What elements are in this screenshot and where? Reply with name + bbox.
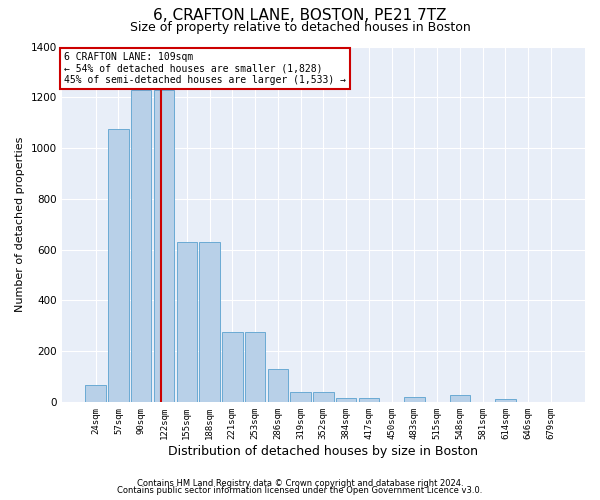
Text: Size of property relative to detached houses in Boston: Size of property relative to detached ho… — [130, 21, 470, 34]
Bar — [108, 129, 129, 402]
Bar — [222, 332, 242, 402]
Y-axis label: Number of detached properties: Number of detached properties — [15, 136, 25, 312]
Bar — [404, 397, 425, 402]
Bar — [336, 398, 356, 402]
Bar — [199, 242, 220, 402]
Bar — [154, 90, 174, 402]
Bar — [359, 398, 379, 402]
Bar — [313, 392, 334, 402]
Text: 6 CRAFTON LANE: 109sqm
← 54% of detached houses are smaller (1,828)
45% of semi-: 6 CRAFTON LANE: 109sqm ← 54% of detached… — [64, 52, 346, 85]
Bar — [449, 396, 470, 402]
Text: Contains public sector information licensed under the Open Government Licence v3: Contains public sector information licen… — [118, 486, 482, 495]
Bar — [495, 400, 515, 402]
Bar — [85, 386, 106, 402]
Text: 6, CRAFTON LANE, BOSTON, PE21 7TZ: 6, CRAFTON LANE, BOSTON, PE21 7TZ — [153, 8, 447, 22]
Text: Contains HM Land Registry data © Crown copyright and database right 2024.: Contains HM Land Registry data © Crown c… — [137, 478, 463, 488]
Bar — [245, 332, 265, 402]
X-axis label: Distribution of detached houses by size in Boston: Distribution of detached houses by size … — [169, 444, 478, 458]
Bar — [131, 90, 151, 402]
Bar — [176, 242, 197, 402]
Bar — [290, 392, 311, 402]
Bar — [268, 369, 288, 402]
